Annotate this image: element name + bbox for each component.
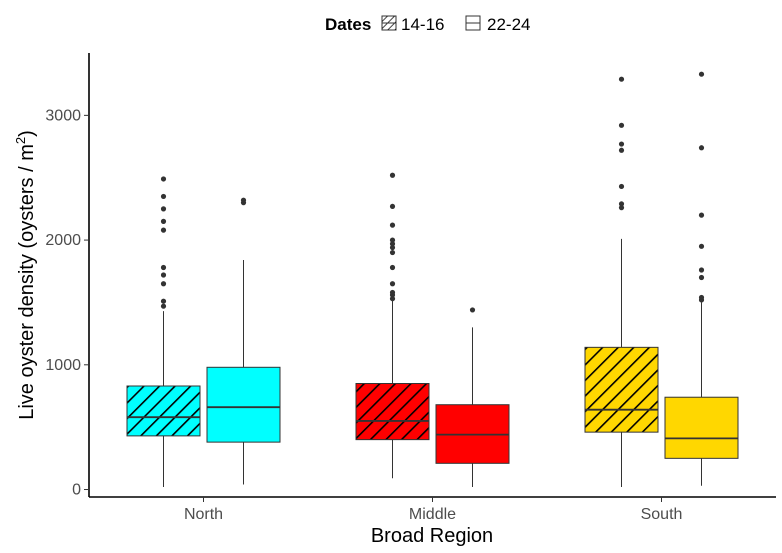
outlier-point xyxy=(389,203,396,210)
outlier-point xyxy=(160,176,167,182)
box-outline-middle-14-16 xyxy=(355,383,430,441)
outlier-point xyxy=(389,289,396,296)
outlier-point xyxy=(389,237,396,243)
outlier-point xyxy=(698,274,705,281)
plot-area xyxy=(126,71,739,488)
outlier-point xyxy=(160,193,167,200)
outlier-point xyxy=(698,243,705,249)
outlier-point xyxy=(160,218,167,224)
y-tick-label: 1000 xyxy=(45,357,81,374)
legend: Dates 14-16 22-24 xyxy=(325,15,530,34)
y-tick-label: 2000 xyxy=(45,232,81,249)
outlier-point xyxy=(160,272,167,278)
box-outline-north-14-16 xyxy=(126,385,201,437)
y-tick-label: 3000 xyxy=(45,107,81,124)
outlier-point xyxy=(469,307,476,313)
outlier-point xyxy=(389,264,396,271)
legend-label-22-24: 22-24 xyxy=(487,15,530,34)
outlier-point xyxy=(698,145,705,151)
outlier-point xyxy=(389,296,396,302)
box-south-22-24 xyxy=(665,397,738,459)
y-tick-label: 0 xyxy=(72,482,81,499)
outlier-point xyxy=(618,201,625,207)
outlier-point xyxy=(389,244,396,251)
outlier-point xyxy=(389,222,396,228)
outlier-point xyxy=(389,249,396,256)
outlier-point xyxy=(160,303,167,309)
y-axis-title-close: ) xyxy=(16,130,38,137)
box-hatch-north-14-16 xyxy=(127,386,200,436)
outlier-point xyxy=(618,141,625,147)
outlier-point xyxy=(618,147,625,153)
x-axis-title: Broad Region xyxy=(371,525,493,547)
x-tick-label-north: North xyxy=(184,506,223,523)
outlier-point xyxy=(698,212,705,218)
outlier-point xyxy=(698,267,705,273)
legend-label-14-16: 14-16 xyxy=(401,15,444,34)
outlier-point xyxy=(618,122,625,128)
outlier-point xyxy=(698,294,705,301)
outlier-point xyxy=(160,227,167,233)
outlier-point xyxy=(389,172,396,178)
outlier-point xyxy=(160,264,167,271)
outlier-point xyxy=(389,241,396,247)
box-outline-south-22-24 xyxy=(664,396,739,459)
outlier-point xyxy=(160,206,167,212)
legend-title: Dates xyxy=(325,15,371,34)
y-axis-title-main: Live oyster density (oysters / m xyxy=(16,144,38,420)
outlier-point xyxy=(618,205,625,211)
axes: 0 1000 2000 3000 North Middle South xyxy=(45,53,776,523)
outlier-point xyxy=(160,281,167,287)
outlier-point xyxy=(618,76,625,82)
box-outline-north-22-24 xyxy=(206,366,281,443)
box-outline-south-14-16 xyxy=(584,346,659,433)
outlier-point xyxy=(160,298,167,304)
outlier-point xyxy=(698,71,705,77)
outlier-point xyxy=(618,183,625,190)
x-tick-label-middle: Middle xyxy=(409,506,456,523)
outlier-point xyxy=(389,281,396,287)
y-axis-title: Live oyster density (oysters / m2) xyxy=(13,130,38,420)
x-tick-label-south: South xyxy=(641,506,683,523)
box-hatch-south-14-16 xyxy=(585,347,658,433)
box-hatch-middle-14-16 xyxy=(356,383,429,440)
outlier-point xyxy=(240,197,247,203)
y-axis-title-superscript: 2 xyxy=(13,137,28,144)
box-north-22-24 xyxy=(207,367,280,443)
